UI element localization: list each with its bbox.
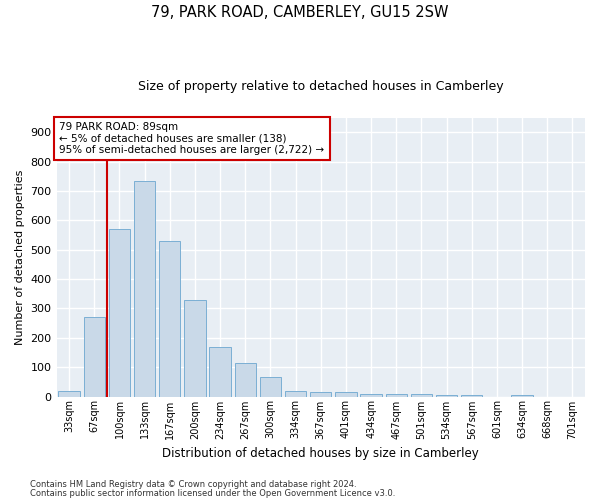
Text: 79, PARK ROAD, CAMBERLEY, GU15 2SW: 79, PARK ROAD, CAMBERLEY, GU15 2SW: [151, 5, 449, 20]
Bar: [235, 363, 256, 396]
Bar: [83, 318, 105, 396]
Bar: [436, 395, 457, 396]
Bar: [285, 390, 307, 396]
Bar: [260, 377, 281, 396]
Bar: [58, 390, 80, 396]
Title: Size of property relative to detached houses in Camberley: Size of property relative to detached ho…: [138, 80, 503, 93]
Bar: [109, 230, 130, 396]
Text: Contains public sector information licensed under the Open Government Licence v3: Contains public sector information licen…: [30, 488, 395, 498]
Bar: [461, 395, 482, 396]
X-axis label: Distribution of detached houses by size in Camberley: Distribution of detached houses by size …: [163, 447, 479, 460]
Bar: [310, 392, 331, 396]
Y-axis label: Number of detached properties: Number of detached properties: [15, 170, 25, 345]
Bar: [361, 394, 382, 396]
Bar: [386, 394, 407, 396]
Text: Contains HM Land Registry data © Crown copyright and database right 2024.: Contains HM Land Registry data © Crown c…: [30, 480, 356, 489]
Bar: [184, 300, 206, 396]
Bar: [411, 394, 432, 396]
Text: 79 PARK ROAD: 89sqm
← 5% of detached houses are smaller (138)
95% of semi-detach: 79 PARK ROAD: 89sqm ← 5% of detached hou…: [59, 122, 325, 155]
Bar: [134, 181, 155, 396]
Bar: [159, 241, 181, 396]
Bar: [209, 346, 231, 397]
Bar: [335, 392, 356, 396]
